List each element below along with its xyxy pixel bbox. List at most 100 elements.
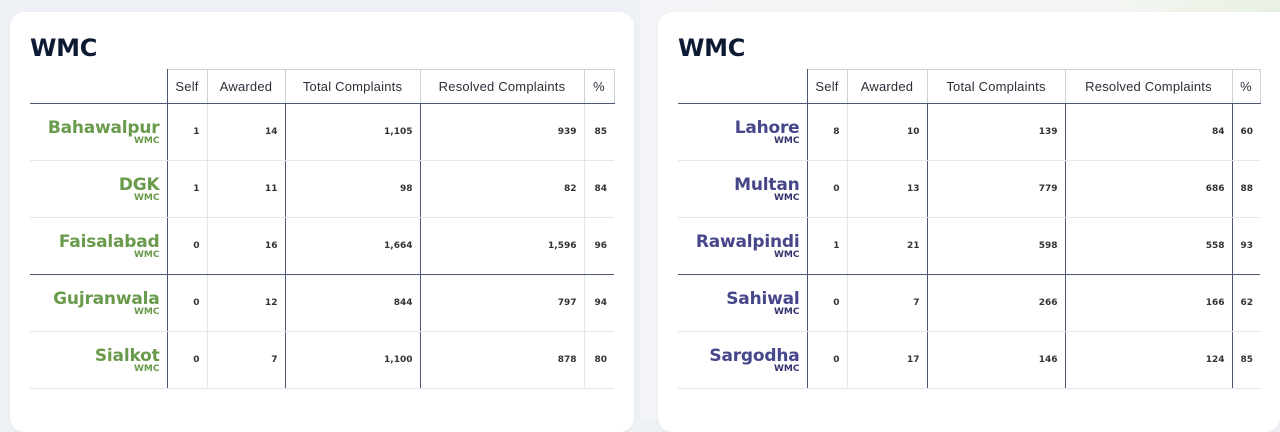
cell-awarded: 14 — [207, 103, 286, 161]
cell-percent: 80 — [584, 331, 614, 389]
cell-awarded: 10 — [847, 103, 928, 161]
city-sub-label: WMC — [134, 306, 160, 317]
header-percent: % — [1231, 69, 1261, 104]
table-row: Sialkot WMC 0 7 1,100 878 80 — [30, 331, 614, 389]
cell-awarded: 7 — [847, 274, 928, 332]
cell-resolved: 878 — [420, 331, 585, 389]
cell-total: 844 — [285, 274, 421, 332]
cell-resolved: 686 — [1065, 160, 1233, 218]
table-header-row: Self Awarded Total Complaints Resolved C… — [678, 69, 1261, 104]
header-awarded: Awarded — [206, 69, 286, 104]
city-sub-label: WMC — [774, 249, 800, 260]
cell-self: 8 — [807, 103, 848, 161]
wmc-table-left: Self Awarded Total Complaints Resolved C… — [30, 69, 615, 389]
table-row: Faisalabad WMC 0 16 1,664 1,596 96 — [30, 217, 614, 275]
row-name-cell: DGK WMC — [30, 160, 168, 218]
cell-self: 0 — [167, 331, 208, 389]
cell-total: 98 — [285, 160, 421, 218]
header-self: Self — [806, 69, 848, 104]
cell-awarded: 16 — [207, 217, 286, 275]
city-name: Sialkot — [94, 345, 160, 366]
city-name: Sargodha — [709, 345, 800, 366]
card-title: WMC — [30, 34, 98, 62]
city-name: Rawalpindi — [695, 231, 800, 252]
cell-self: 0 — [807, 331, 848, 389]
city-sub-label: WMC — [134, 192, 160, 203]
row-name-cell: Sargodha WMC — [678, 331, 808, 389]
row-name-cell: Rawalpindi WMC — [678, 217, 808, 275]
cell-resolved: 84 — [1065, 103, 1233, 161]
cell-resolved: 558 — [1065, 217, 1233, 275]
city-name: Sahiwal — [726, 288, 800, 309]
header-blank — [678, 69, 808, 104]
city-sub-label: WMC — [134, 135, 160, 146]
row-name-cell: Lahore WMC — [678, 103, 808, 161]
cell-total: 146 — [927, 331, 1066, 389]
table-row: Sahiwal WMC 0 7 266 166 62 — [678, 274, 1260, 332]
city-name: Faisalabad — [58, 231, 160, 252]
cell-percent: 84 — [584, 160, 614, 218]
cell-self: 0 — [807, 274, 848, 332]
table-row: Lahore WMC 8 10 139 84 60 — [678, 103, 1260, 161]
wmc-card-right: WMC Self Awarded Total Complaints Resolv… — [658, 12, 1280, 432]
table-row: Sargodha WMC 0 17 146 124 85 — [678, 331, 1260, 389]
cell-awarded: 21 — [847, 217, 928, 275]
city-name: Gujranwala — [53, 288, 160, 309]
cell-percent: 60 — [1232, 103, 1260, 161]
header-total-complaints: Total Complaints — [284, 69, 421, 104]
header-awarded: Awarded — [846, 69, 928, 104]
cell-self: 1 — [807, 217, 848, 275]
row-name-cell: Bahawalpur WMC — [30, 103, 168, 161]
cell-total: 1,664 — [285, 217, 421, 275]
table-row: Multan WMC 0 13 779 686 88 — [678, 160, 1260, 218]
city-sub-label: WMC — [134, 363, 160, 374]
cell-percent: 62 — [1232, 274, 1260, 332]
card-title: WMC — [678, 34, 746, 62]
city-name: Lahore — [734, 117, 800, 138]
cell-resolved: 1,596 — [420, 217, 585, 275]
wmc-card-left: WMC Self Awarded Total Complaints Resolv… — [10, 12, 634, 432]
header-resolved-complaints: Resolved Complaints — [419, 69, 585, 104]
cell-awarded: 13 — [847, 160, 928, 218]
city-sub-label: WMC — [774, 192, 800, 203]
cell-awarded: 7 — [207, 331, 286, 389]
city-sub-label: WMC — [134, 249, 160, 260]
row-name-cell: Faisalabad WMC — [30, 217, 168, 275]
cell-percent: 85 — [584, 103, 614, 161]
cell-resolved: 82 — [420, 160, 585, 218]
cell-self: 0 — [807, 160, 848, 218]
row-name-cell: Sahiwal WMC — [678, 274, 808, 332]
header-percent: % — [583, 69, 615, 104]
city-name: Bahawalpur — [47, 117, 160, 138]
cell-awarded: 12 — [207, 274, 286, 332]
cell-self: 0 — [167, 274, 208, 332]
cell-percent: 88 — [1232, 160, 1260, 218]
cell-total: 598 — [927, 217, 1066, 275]
table-row: Bahawalpur WMC 1 14 1,105 939 85 — [30, 103, 614, 161]
city-sub-label: WMC — [774, 135, 800, 146]
cell-awarded: 11 — [207, 160, 286, 218]
cell-total: 139 — [927, 103, 1066, 161]
table-row: DGK WMC 1 11 98 82 84 — [30, 160, 614, 218]
table-row: Rawalpindi WMC 1 21 598 558 93 — [678, 217, 1260, 275]
city-sub-label: WMC — [774, 363, 800, 374]
header-blank — [30, 69, 168, 104]
wmc-table-right: Self Awarded Total Complaints Resolved C… — [678, 69, 1261, 389]
cell-total: 1,105 — [285, 103, 421, 161]
cell-percent: 96 — [584, 217, 614, 275]
table-header-row: Self Awarded Total Complaints Resolved C… — [30, 69, 615, 104]
row-name-cell: Sialkot WMC — [30, 331, 168, 389]
header-resolved-complaints: Resolved Complaints — [1064, 69, 1233, 104]
city-sub-label: WMC — [774, 306, 800, 317]
cell-percent: 93 — [1232, 217, 1260, 275]
cell-self: 0 — [167, 217, 208, 275]
cell-total: 266 — [927, 274, 1066, 332]
header-self: Self — [166, 69, 208, 104]
cell-awarded: 17 — [847, 331, 928, 389]
city-name: Multan — [734, 174, 800, 195]
cell-resolved: 166 — [1065, 274, 1233, 332]
table-row: Gujranwala WMC 0 12 844 797 94 — [30, 274, 614, 332]
cell-percent: 94 — [584, 274, 614, 332]
header-total-complaints: Total Complaints — [926, 69, 1066, 104]
cell-total: 779 — [927, 160, 1066, 218]
